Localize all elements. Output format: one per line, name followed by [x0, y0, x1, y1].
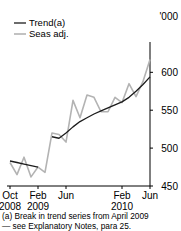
y-tick-label: 500 — [161, 143, 178, 154]
x-tick-label-line: Jun — [58, 190, 74, 201]
x-tick-label: Feb2010 — [111, 190, 134, 212]
series-line — [10, 77, 150, 167]
legend-swatch — [14, 33, 26, 35]
x-tick — [38, 186, 39, 189]
x-tick-label: Feb2009 — [27, 190, 50, 212]
x-tick-label-line: Feb — [29, 190, 47, 201]
x-axis — [7, 186, 150, 187]
x-tick — [66, 186, 67, 189]
y-tick — [150, 110, 153, 111]
x-tick-label: Oct2008 — [0, 190, 22, 212]
y-axis — [150, 42, 151, 186]
legend-label: Trend(a) — [29, 17, 65, 28]
legend-label: Seas adj. — [29, 28, 69, 39]
y-tick — [150, 72, 153, 73]
footnote: — see Explanatory Notes, para 25. — [2, 221, 131, 231]
y-unit-label: '000 — [159, 11, 178, 22]
x-tick-label-line: Feb — [113, 190, 131, 201]
chart: 450 500 550 600 '000 Oct2008Feb2009 Jun Feb2010… — [0, 0, 181, 231]
series-line — [10, 59, 150, 176]
y-tick — [150, 148, 153, 149]
x-tick-label: Jun — [58, 190, 74, 201]
x-tick-label-line: Jun — [142, 190, 158, 201]
y-tick-label: 600 — [161, 67, 178, 78]
x-tick-label-line: Oct — [2, 190, 18, 201]
y-tick-label: 550 — [161, 105, 178, 116]
x-tick — [10, 186, 11, 189]
legend-swatch — [14, 22, 26, 23]
x-tick — [122, 186, 123, 189]
x-tick-label: Jun — [142, 190, 158, 201]
y-tick-label: 450 — [161, 181, 178, 192]
footnote: (a) Break in trend series from April 200… — [2, 211, 149, 221]
x-tick — [150, 186, 151, 189]
plot-area — [10, 59, 150, 176]
